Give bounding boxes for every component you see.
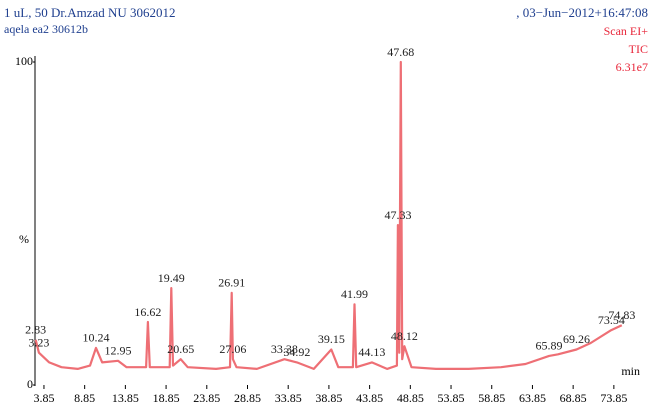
x-tick-label: 3.85	[33, 391, 54, 405]
x-tick-label: 38.85	[315, 391, 342, 405]
y-tick-label: 0	[27, 377, 33, 391]
y-axis-label: %	[19, 232, 29, 246]
peak-label: 2.83	[25, 323, 46, 337]
x-tick-label: 63.85	[519, 391, 546, 405]
peak-label: 20.65	[167, 342, 194, 356]
acquisition-date: , 03−Jun−2012+16:47:08	[516, 5, 648, 20]
x-tick-label: 28.85	[234, 391, 261, 405]
x-tick-label: 58.85	[478, 391, 505, 405]
peak-label: 19.49	[158, 271, 185, 285]
peak-label: 10.24	[82, 331, 109, 345]
peak-label: 73.54	[598, 313, 625, 327]
x-tick-label: 53.85	[438, 391, 465, 405]
x-tick-label: 13.85	[112, 391, 139, 405]
x-tick-label: 18.85	[153, 391, 180, 405]
peak-label: 26.91	[218, 276, 245, 290]
peak-label: 12.95	[105, 344, 132, 358]
x-tick-label: 23.85	[193, 391, 220, 405]
peak-label: 48.12	[391, 329, 418, 343]
scan-mode: Scan EI+	[604, 24, 649, 38]
peak-label: 34.92	[283, 345, 310, 359]
x-tick-label: 68.85	[560, 391, 587, 405]
x-tick-label: 43.85	[356, 391, 383, 405]
x-tick-label: 33.85	[275, 391, 302, 405]
x-tick-label: 48.85	[397, 391, 424, 405]
peak-label: 16.62	[134, 305, 161, 319]
max-intensity: 6.31e7	[616, 60, 648, 74]
peak-label: 65.89	[536, 339, 563, 353]
detection-mode: TIC	[629, 42, 648, 56]
peak-label: 33.38	[271, 342, 298, 356]
peak-label: 69.26	[563, 332, 590, 346]
peak-label: 47.33	[384, 208, 411, 222]
peak-label: 27.06	[219, 342, 246, 356]
x-tick-label: 8.85	[74, 391, 95, 405]
peak-label: 41.99	[341, 287, 368, 301]
peak-label: 3.23	[28, 335, 49, 349]
chart-title: 1 uL, 50 Dr.Amzad NU 3062012	[4, 5, 176, 20]
tic-trace	[34, 60, 623, 370]
peak-label: 39.15	[318, 332, 345, 346]
chart-subtitle: aqela ea2 30612b	[4, 22, 88, 36]
peak-label: 74.83	[608, 308, 635, 322]
peak-label: 44.13	[358, 345, 385, 359]
x-axis-label: min	[621, 364, 640, 378]
y-tick-label: 100	[15, 54, 33, 68]
peak-label: 47.68	[387, 45, 414, 59]
x-tick-label: 73.85	[600, 391, 627, 405]
